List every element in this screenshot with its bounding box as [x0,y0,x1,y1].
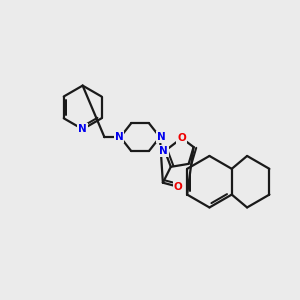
Text: O: O [173,182,182,192]
Text: O: O [177,133,186,143]
Text: N: N [157,132,165,142]
Text: N: N [160,146,168,156]
Text: N: N [115,132,124,142]
Text: N: N [78,124,87,134]
